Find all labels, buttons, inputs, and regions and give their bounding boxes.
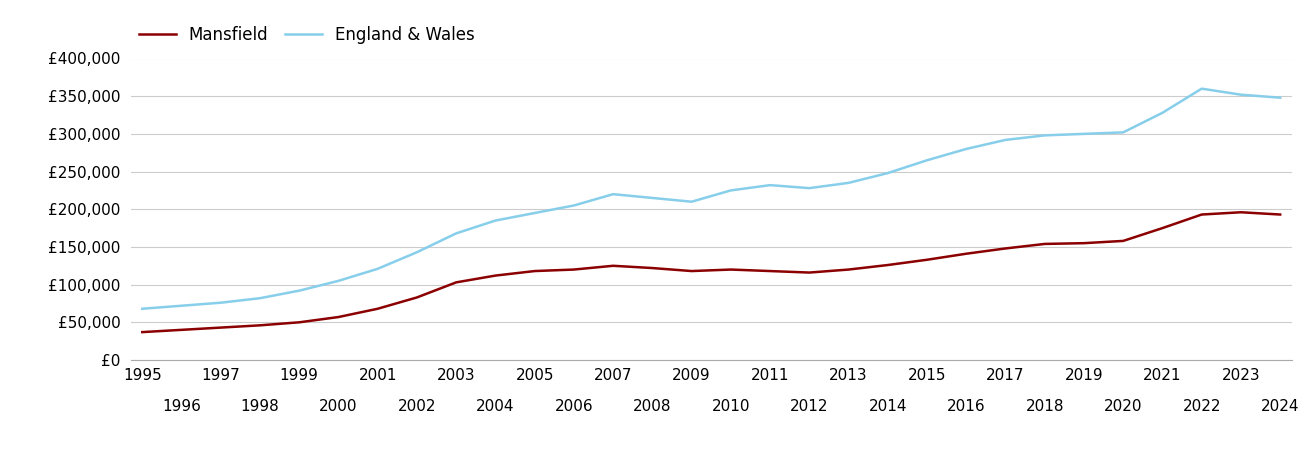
Mansfield (488, 273, 504, 278)
Mansfield (801, 270, 817, 275)
Text: 2012: 2012 (790, 399, 829, 414)
Line: Mansfield: Mansfield (142, 212, 1280, 332)
Text: 2020: 2020 (1104, 399, 1142, 414)
England & Wales (1272, 95, 1288, 100)
Legend: Mansfield, England & Wales: Mansfield, England & Wales (138, 26, 475, 44)
England & Wales (801, 185, 817, 191)
Mansfield (369, 306, 385, 311)
England & Wales (645, 195, 660, 201)
Mansfield (645, 266, 660, 271)
Line: England & Wales: England & Wales (142, 89, 1280, 309)
Text: 2024: 2024 (1261, 399, 1300, 414)
England & Wales (449, 231, 465, 236)
England & Wales (291, 288, 307, 293)
Mansfield (840, 267, 856, 272)
Mansfield (252, 323, 268, 328)
England & Wales (958, 146, 974, 152)
Mansfield (291, 320, 307, 325)
Text: 2022: 2022 (1182, 399, 1221, 414)
Mansfield (1194, 212, 1210, 217)
England & Wales (998, 137, 1014, 143)
Text: 2014: 2014 (869, 399, 907, 414)
Mansfield (566, 267, 582, 272)
Text: 2002: 2002 (398, 399, 436, 414)
England & Wales (174, 303, 189, 308)
England & Wales (252, 296, 268, 301)
Mansfield (134, 329, 150, 335)
Mansfield (723, 267, 739, 272)
England & Wales (606, 191, 621, 197)
England & Wales (1116, 130, 1131, 135)
Mansfield (762, 268, 778, 274)
Text: 2010: 2010 (711, 399, 750, 414)
Mansfield (998, 246, 1014, 251)
Mansfield (213, 325, 228, 330)
Text: 2006: 2006 (555, 399, 594, 414)
Text: 2000: 2000 (320, 399, 358, 414)
England & Wales (684, 199, 699, 204)
England & Wales (330, 278, 346, 284)
Text: 2016: 2016 (947, 399, 985, 414)
England & Wales (1155, 110, 1171, 116)
England & Wales (527, 210, 543, 216)
England & Wales (213, 300, 228, 306)
England & Wales (1037, 133, 1053, 138)
England & Wales (134, 306, 150, 311)
England & Wales (408, 249, 424, 255)
Text: 1998: 1998 (240, 399, 279, 414)
England & Wales (566, 203, 582, 208)
England & Wales (919, 158, 934, 163)
Mansfield (527, 268, 543, 274)
Mansfield (919, 257, 934, 262)
England & Wales (840, 180, 856, 185)
England & Wales (723, 188, 739, 193)
Mansfield (1272, 212, 1288, 217)
Mansfield (1155, 225, 1171, 231)
England & Wales (1077, 131, 1092, 136)
Mansfield (1077, 240, 1092, 246)
Mansfield (449, 279, 465, 285)
England & Wales (1233, 92, 1249, 97)
Text: 1996: 1996 (162, 399, 201, 414)
Mansfield (958, 251, 974, 256)
Mansfield (174, 327, 189, 333)
England & Wales (369, 266, 385, 271)
Mansfield (1233, 210, 1249, 215)
Text: 2004: 2004 (476, 399, 514, 414)
Mansfield (684, 268, 699, 274)
Text: 2018: 2018 (1026, 399, 1064, 414)
England & Wales (880, 171, 895, 176)
England & Wales (1194, 86, 1210, 91)
Mansfield (880, 262, 895, 268)
Mansfield (1116, 238, 1131, 243)
England & Wales (762, 182, 778, 188)
Text: 2008: 2008 (633, 399, 672, 414)
Mansfield (408, 295, 424, 300)
England & Wales (488, 218, 504, 223)
Mansfield (330, 315, 346, 320)
Mansfield (1037, 241, 1053, 247)
Mansfield (606, 263, 621, 269)
